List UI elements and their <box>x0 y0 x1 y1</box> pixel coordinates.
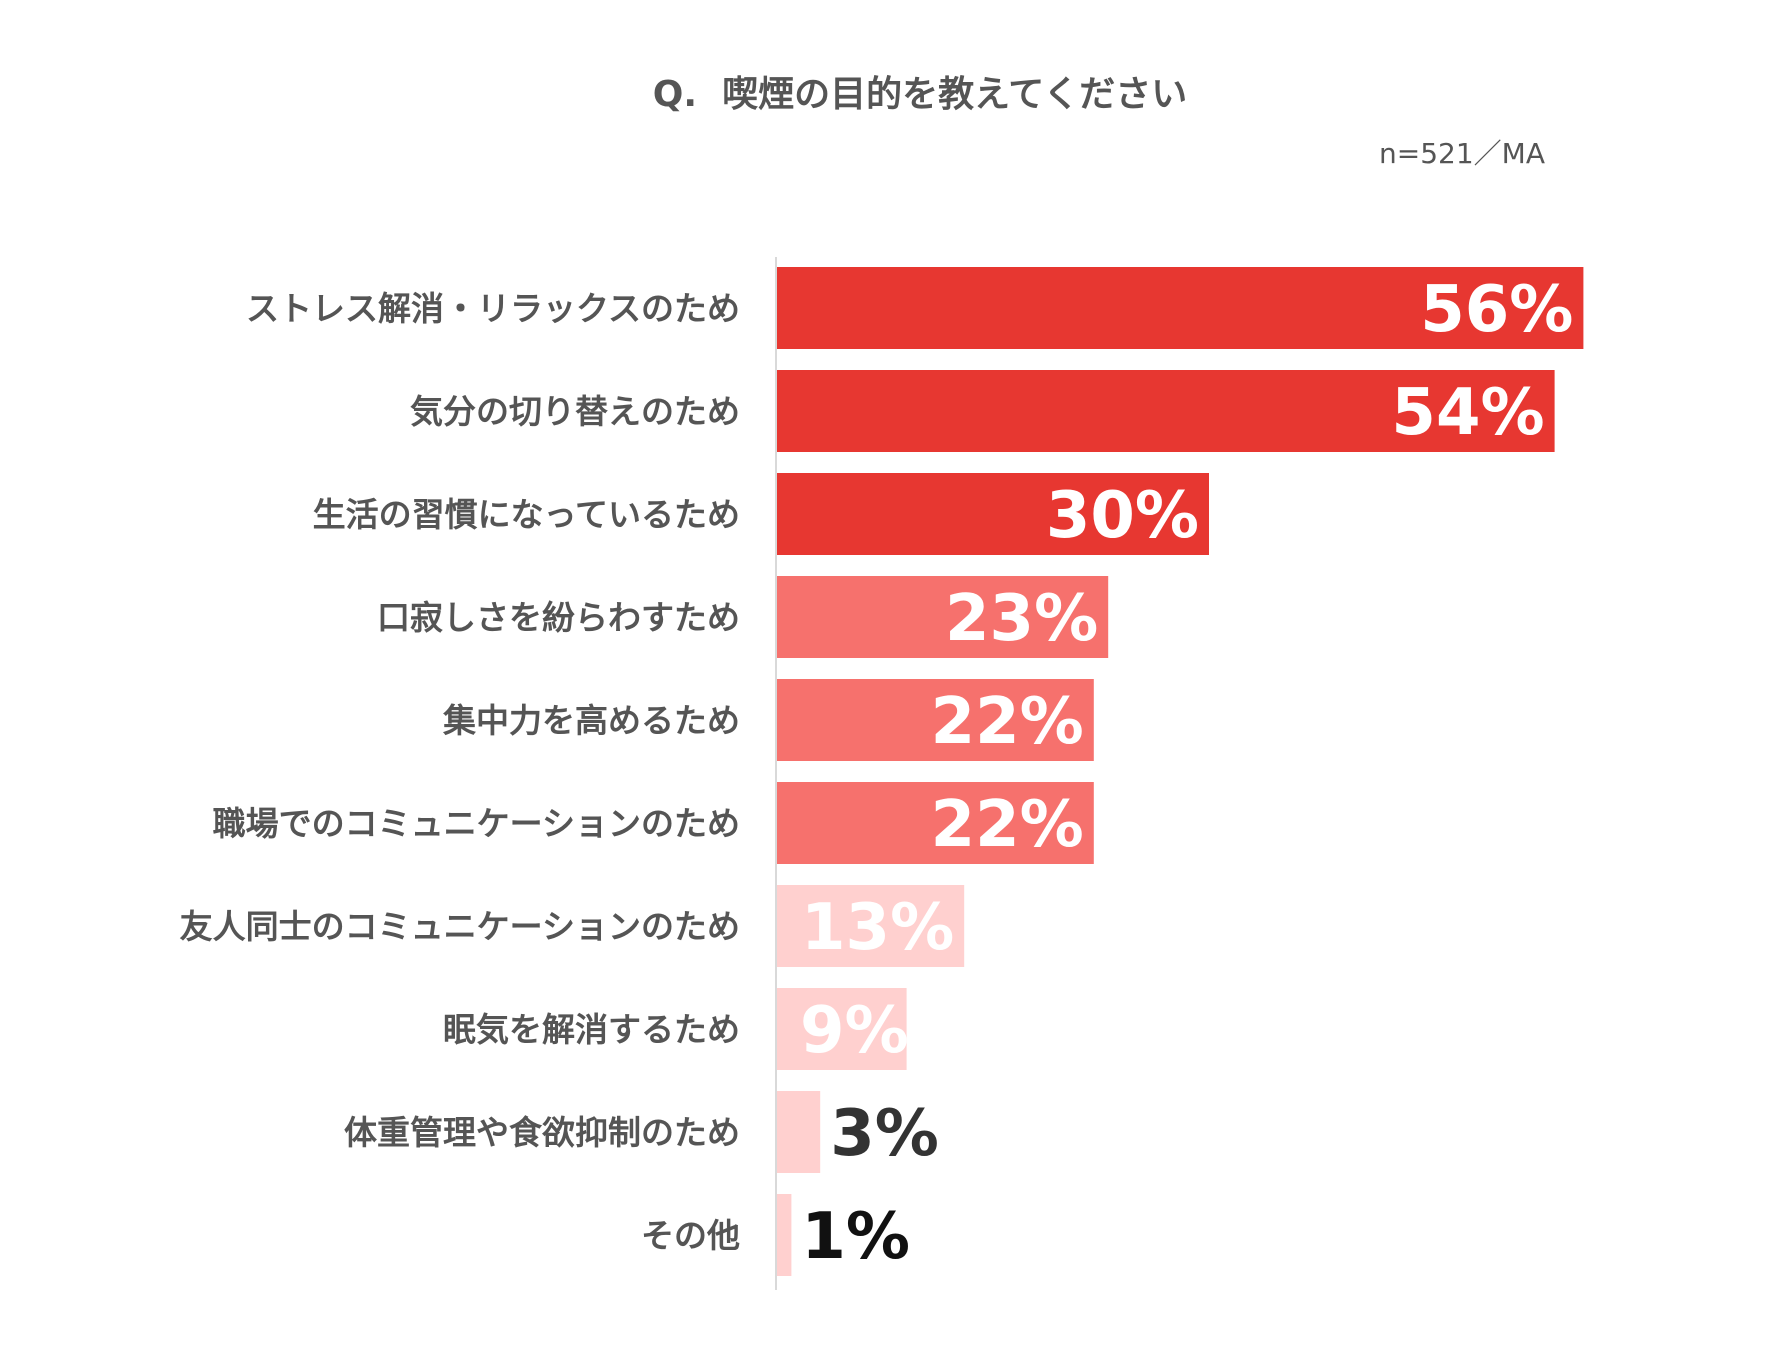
bar <box>777 988 907 1070</box>
bar <box>777 267 1584 349</box>
value-label: 54% <box>1391 376 1544 450</box>
bar <box>777 1194 792 1276</box>
category-label: 友人同士のコミュニケーションのため <box>180 907 740 946</box>
bars-group: ストレス解消・リラックスのため 56% 気分の切り替えのため 54% 生活の習慣になって… <box>180 267 1584 1276</box>
value-label: 30% <box>1046 479 1199 553</box>
sample-note: n=521／MA <box>1379 137 1545 170</box>
category-label: 眠気を解消するため <box>443 1010 740 1049</box>
category-label: 口寂しさを紛らわすため <box>377 598 740 637</box>
value-label: 3% <box>830 1097 939 1171</box>
value-label: 9% <box>800 994 909 1068</box>
category-label: その他 <box>641 1216 740 1255</box>
bar <box>777 679 1094 761</box>
category-label: 集中力を高めるため <box>442 701 740 740</box>
category-label: 気分の切り替えのため <box>410 392 740 431</box>
value-label: 1% <box>801 1200 910 1274</box>
category-label: 生活の習慣になっているため <box>313 495 740 534</box>
category-label: 職場でのコミュニケーションのため <box>213 804 740 843</box>
bar <box>777 885 965 967</box>
bar <box>777 782 1094 864</box>
category-label: ストレス解消・リラックスのため <box>246 289 740 328</box>
bar <box>777 370 1555 452</box>
category-label: 体重管理や食欲抑制のため <box>344 1113 740 1152</box>
value-label: 22% <box>931 788 1084 862</box>
bar <box>777 1091 821 1173</box>
value-label: 56% <box>1420 273 1573 347</box>
value-label: 22% <box>931 685 1084 759</box>
chart-title: Q. 喫煙の目的を教えてください <box>653 74 1187 115</box>
value-label: 13% <box>801 891 954 965</box>
bar <box>777 473 1209 555</box>
bar <box>777 576 1109 658</box>
value-label: 23% <box>945 582 1098 656</box>
